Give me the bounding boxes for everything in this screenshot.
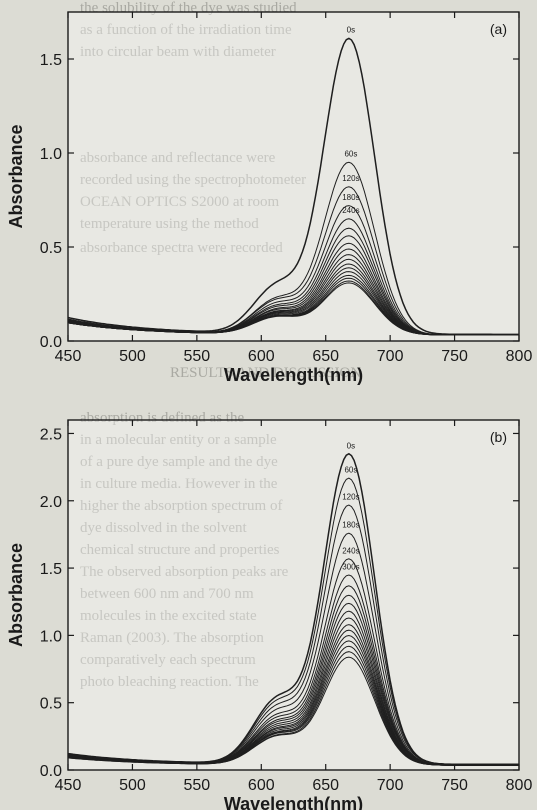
x-tick-label: 650 (312, 777, 339, 794)
x-tick-label: 600 (248, 777, 275, 794)
spectrum-line (67, 37, 519, 336)
y-tick-label: 1.0 (40, 146, 62, 163)
x-tick-label: 550 (184, 777, 211, 794)
y-tick-label: 1.5 (40, 52, 62, 69)
time-label: 60s (344, 466, 357, 475)
x-tick-label: 750 (441, 348, 468, 365)
y-axis-title: Absorbance (6, 543, 26, 647)
time-label: 0s (347, 441, 355, 450)
plot-frame (67, 419, 520, 771)
time-label: 240s (342, 206, 359, 215)
time-label: 300s (342, 562, 359, 571)
time-label: 60s (344, 150, 357, 159)
plot-frame (67, 11, 520, 342)
x-tick-label: 600 (248, 348, 275, 365)
spectrum-line (67, 282, 519, 336)
time-label: 120s (342, 492, 359, 501)
time-label: 240s (342, 546, 359, 555)
chart-panel-b: 450 500 550 600 650 700 750 800 0.0 0.5 1.0 1.5 2.0 2… (6, 419, 533, 810)
time-label: 180s (342, 193, 359, 202)
y-tick-label: 0.5 (40, 240, 62, 257)
panel-label: (a) (490, 21, 507, 37)
x-axis-title: Wavelength(nm) (224, 365, 363, 385)
x-tick-label: 450 (55, 348, 82, 365)
time-label: 120s (342, 174, 359, 183)
x-tick-label: 750 (441, 777, 468, 794)
y-tick-label: 0.5 (40, 696, 62, 713)
y-axis-title: Absorbance (6, 124, 26, 228)
y-tick-label: 1.5 (40, 561, 62, 578)
x-tick-label: 450 (55, 777, 82, 794)
time-label: 180s (342, 521, 359, 530)
y-tick-label: 2.5 (40, 426, 62, 443)
time-label: 0s (347, 25, 355, 34)
x-axis-title: Wavelength(nm) (224, 794, 363, 810)
x-tick-label: 650 (312, 348, 339, 365)
y-tick-label: 0.0 (40, 763, 62, 780)
y-tick-label: 0.0 (40, 334, 62, 351)
x-tick-label: 700 (377, 777, 404, 794)
x-tick-label: 500 (119, 777, 146, 794)
y-tick-label: 1.0 (40, 628, 62, 645)
x-tick-label: 800 (506, 777, 533, 794)
x-tick-label: 550 (184, 348, 211, 365)
panel-label: (b) (490, 429, 507, 445)
x-tick-label: 500 (119, 348, 146, 365)
y-tick-label: 2.0 (40, 494, 62, 511)
x-tick-label: 700 (377, 348, 404, 365)
chart-panel-a: 450 500 550 600 650 700 750 800 0.0 0.5 1.0 1.5 Wave… (6, 11, 533, 385)
x-tick-label: 800 (506, 348, 533, 365)
spectrum-line (67, 656, 519, 766)
